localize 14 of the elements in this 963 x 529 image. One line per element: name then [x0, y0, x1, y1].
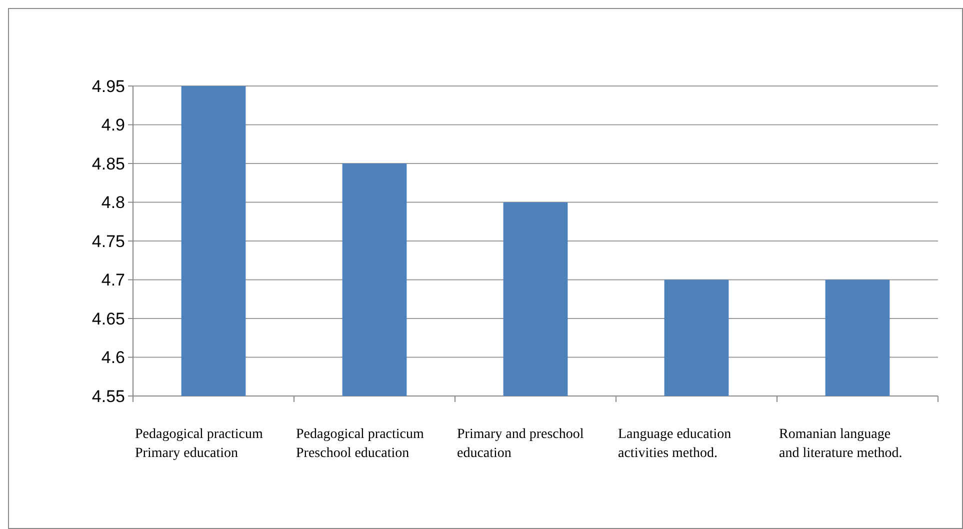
- y-tick-label: 4.95: [92, 76, 125, 96]
- y-tick-label: 4.75: [92, 232, 125, 251]
- x-tick-label: Pedagogical practicum Preschool education: [296, 427, 424, 461]
- x-tick-label: Romanian language and literature method.: [779, 427, 902, 461]
- y-tick-label: 4.9: [101, 116, 125, 135]
- x-tick-label: Primary and preschool education: [457, 427, 584, 461]
- x-tick-label: Language education activities method.: [618, 427, 732, 461]
- y-tick-label: 4.8: [101, 193, 125, 212]
- y-tick-label: 4.6: [101, 348, 125, 368]
- y-tick-label: 4.85: [92, 154, 125, 174]
- y-tick-label: 4.7: [101, 270, 125, 290]
- y-tick-label: 4.65: [92, 309, 125, 328]
- y-tick-label: 4.55: [92, 386, 125, 406]
- x-tick-label: Pedagogical practicum Primary education: [135, 427, 264, 461]
